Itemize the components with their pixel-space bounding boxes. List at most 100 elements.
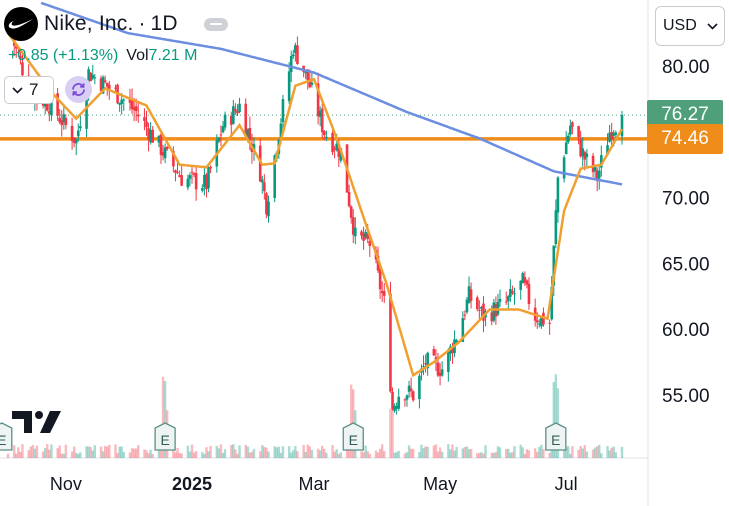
x-tick-label: 2025	[172, 474, 212, 494]
earnings-marker[interactable]: E	[342, 422, 364, 451]
candle-body	[58, 117, 61, 123]
candle-body	[205, 174, 208, 190]
volume-bar	[569, 453, 572, 458]
earnings-label: E	[349, 432, 358, 448]
volume-bar	[147, 453, 150, 458]
candle-body	[422, 365, 425, 367]
volume-bar	[201, 451, 204, 458]
volume-bar	[494, 451, 498, 458]
volume-bar	[75, 452, 78, 458]
candle-body	[409, 388, 413, 392]
volume-bar	[281, 446, 285, 458]
volume-bar	[374, 450, 378, 458]
candle-body	[248, 127, 252, 140]
volume-bar	[505, 449, 508, 458]
candle-body	[161, 151, 165, 156]
interval-label[interactable]: 1D	[150, 12, 178, 35]
candle-body	[318, 110, 322, 117]
volume-bar	[128, 452, 132, 458]
currency-selector[interactable]: USD	[655, 6, 725, 46]
volume-bar	[310, 449, 314, 458]
candle-body	[566, 135, 570, 143]
indicators-toggle[interactable]: 7	[4, 76, 54, 104]
volume-bar	[205, 447, 208, 458]
candle-body	[323, 131, 326, 136]
volume-bar	[368, 453, 371, 458]
volume-bar	[79, 452, 82, 458]
volume-bar	[223, 449, 227, 458]
volume-bar	[395, 452, 398, 458]
volume-bar	[33, 448, 37, 458]
refresh-icon[interactable]	[65, 76, 92, 103]
volume-bar	[552, 382, 555, 458]
currency-label: USD	[663, 17, 697, 34]
candle-body	[436, 362, 440, 376]
volume-bar	[72, 446, 76, 458]
candle-body	[393, 406, 396, 411]
candle-body	[56, 93, 59, 116]
quote-line: +0.85 (+1.13%) Vol7.21 M	[8, 47, 197, 65]
volume-bar	[364, 445, 367, 458]
volume-bar	[436, 451, 440, 458]
volume-bar	[232, 444, 235, 458]
volume-bar	[215, 445, 219, 458]
candle-body	[159, 134, 163, 156]
candle-body	[581, 148, 585, 157]
volume-bar	[19, 451, 22, 458]
volume-bar	[362, 452, 365, 458]
candle-body	[281, 99, 285, 123]
volume-bar	[248, 452, 252, 458]
volume-bar	[234, 449, 237, 458]
candle-body	[163, 147, 167, 159]
volume-bar	[101, 451, 105, 458]
candle-body	[291, 54, 295, 57]
candle-body	[209, 166, 212, 169]
candle-body	[223, 114, 227, 128]
candle-body	[482, 303, 485, 321]
volume-bar	[453, 450, 456, 458]
volume-bar	[85, 446, 88, 458]
title-separator: ·	[138, 12, 146, 35]
candle-body	[511, 290, 514, 293]
symbol-name[interactable]: Nike, Inc.	[44, 12, 134, 35]
candle-body	[89, 72, 92, 82]
volume-bar	[27, 450, 30, 458]
candle-body	[273, 155, 276, 198]
candle-body	[107, 84, 111, 89]
volume-bar	[378, 448, 382, 458]
earnings-marker[interactable]: E	[545, 422, 567, 451]
y-tick-label: 70.00	[662, 189, 710, 210]
volume-bar	[99, 446, 103, 458]
candle-body	[316, 83, 320, 117]
earnings-marker[interactable]: E	[154, 422, 176, 451]
volume-bar	[422, 448, 425, 458]
candle-body	[188, 175, 192, 179]
candle-body	[85, 93, 88, 129]
volume-label: Vol	[126, 47, 149, 64]
candle-body	[48, 111, 51, 114]
volume-bar	[15, 453, 18, 458]
ema-short-line	[7, 32, 624, 378]
volume-bar	[207, 451, 210, 458]
candle-body	[411, 391, 415, 401]
candle-body	[19, 55, 22, 59]
volume-bar	[277, 446, 281, 458]
candle-body	[382, 291, 386, 296]
volume-bar	[403, 453, 407, 458]
tradingview-logo-icon[interactable]	[12, 410, 62, 439]
volume-bar	[106, 446, 109, 458]
volume-bar	[523, 453, 527, 458]
volume-bar	[89, 447, 92, 458]
candle-body	[306, 69, 310, 81]
collapse-pill-icon[interactable]	[203, 17, 228, 31]
candle-body	[478, 309, 481, 311]
candle-body	[62, 114, 66, 123]
earnings-marker[interactable]: E	[0, 422, 13, 451]
volume-bar	[345, 445, 349, 458]
candle-body	[232, 106, 235, 124]
volume-bar	[469, 448, 473, 458]
volume-bar	[209, 445, 212, 458]
candle-body	[172, 151, 175, 167]
